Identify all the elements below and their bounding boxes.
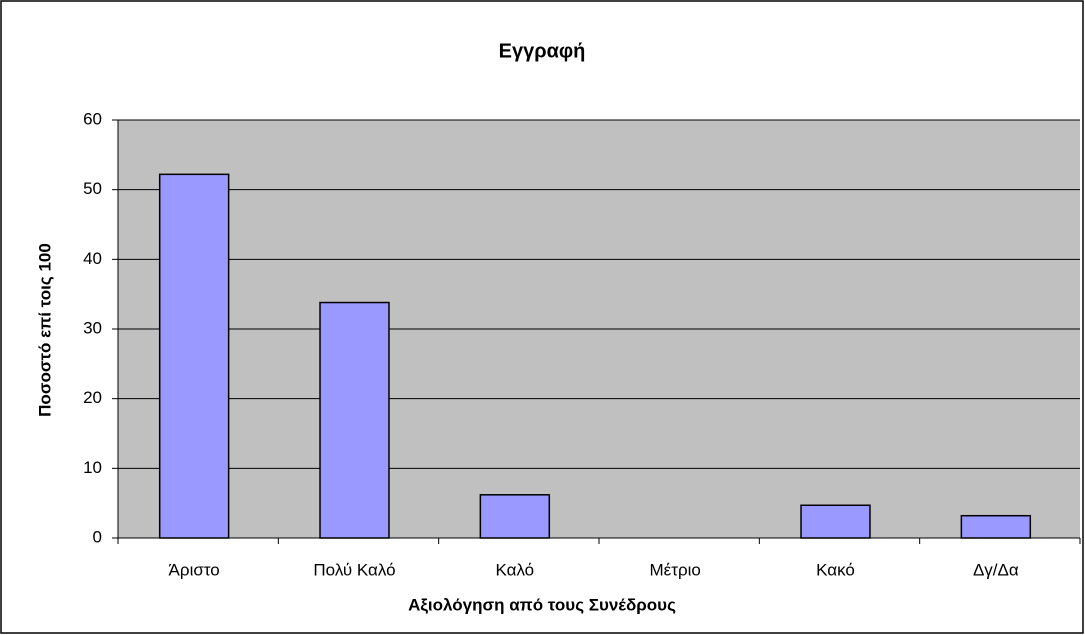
bar (319, 301, 390, 539)
x-tick-label: Δγ/Δα (973, 560, 1019, 579)
bar (800, 504, 871, 539)
y-tick-label: 0 (93, 527, 102, 546)
y-axis-label: Ποσοστό επί τοις 100 (35, 243, 54, 417)
x-tick-label: Άριστο (169, 560, 220, 579)
x-tick-label: Καλό (495, 560, 534, 579)
y-tick-label: 30 (83, 318, 102, 337)
y-tick-label: 60 (83, 109, 102, 128)
bar (479, 494, 551, 539)
bar (158, 173, 230, 539)
x-axis-label: Αξιολόγηση από τους Συνέδρους (408, 595, 676, 614)
x-tick-label: Πολύ Καλό (313, 560, 395, 579)
chart-title: Εγγραφή (499, 40, 586, 62)
y-tick-label: 40 (83, 249, 102, 268)
y-tick-label: 20 (83, 388, 102, 407)
y-tick-label: 10 (83, 458, 102, 477)
bar (960, 514, 1032, 539)
x-tick-label: Κακό (816, 560, 855, 579)
y-tick-label: 50 (83, 179, 102, 198)
x-tick-label: Μέτριο (649, 560, 700, 579)
